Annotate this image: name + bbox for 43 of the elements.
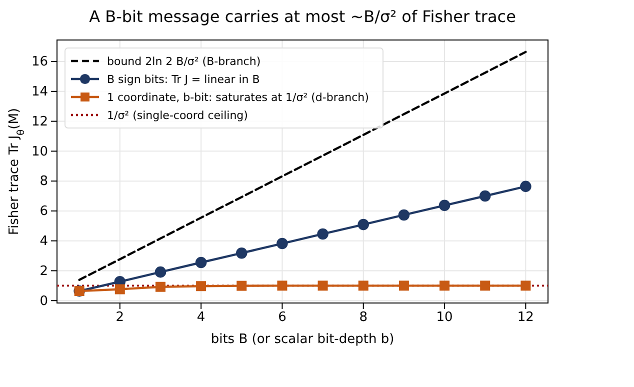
point: [358, 218, 370, 230]
x-tick-label: 6: [278, 310, 286, 326]
x-tick-label: 4: [196, 310, 206, 326]
y-tick-label: 10: [31, 144, 48, 160]
point: [358, 280, 368, 291]
point: [318, 280, 328, 291]
point: [277, 280, 288, 291]
point: [154, 266, 166, 278]
legend-label: 1/σ² (single-coord ceiling): [107, 109, 248, 122]
y-tick-label: 4: [40, 234, 48, 249]
point: [480, 280, 490, 291]
y-tick-label: 0: [40, 294, 48, 309]
point: [276, 238, 288, 250]
y-tick-label: 6: [40, 204, 48, 220]
legend-label: bound 2ln 2 B/σ² (B-branch): [107, 55, 261, 68]
point: [398, 280, 409, 291]
point: [479, 190, 491, 202]
point: [155, 282, 166, 292]
x-tick-label: 12: [517, 310, 534, 326]
point: [398, 209, 410, 221]
y-tick-label: 14: [31, 84, 48, 100]
point: [438, 200, 450, 212]
legend-label: 1 coordinate, b-bit: saturates at 1/σ² (d-branch): [107, 91, 369, 104]
point: [520, 280, 531, 291]
point: [236, 280, 247, 291]
point: [236, 247, 248, 259]
x-tick-label: 2: [116, 310, 124, 326]
y-tick-label: 12: [31, 114, 48, 130]
point: [440, 280, 450, 291]
chart-title: A B-bit message carries at most ~B/σ² of Fisher trace: [89, 7, 516, 26]
point: [196, 281, 206, 292]
x-tick-label: 10: [436, 310, 453, 326]
y-tick-label: 16: [31, 54, 48, 70]
x-axis-title: bits B (or scalar bit-depth b): [210, 332, 394, 347]
point: [114, 284, 125, 294]
legend-label: B sign bits: Tr J = linear in B: [107, 73, 260, 86]
y-tick-label: 8: [40, 174, 48, 190]
point: [317, 228, 328, 240]
line-series: [78, 50, 527, 281]
point: [195, 256, 207, 268]
point: [520, 180, 532, 192]
x-tick-label: 8: [359, 310, 368, 326]
y-tick-label: 2: [40, 264, 48, 279]
